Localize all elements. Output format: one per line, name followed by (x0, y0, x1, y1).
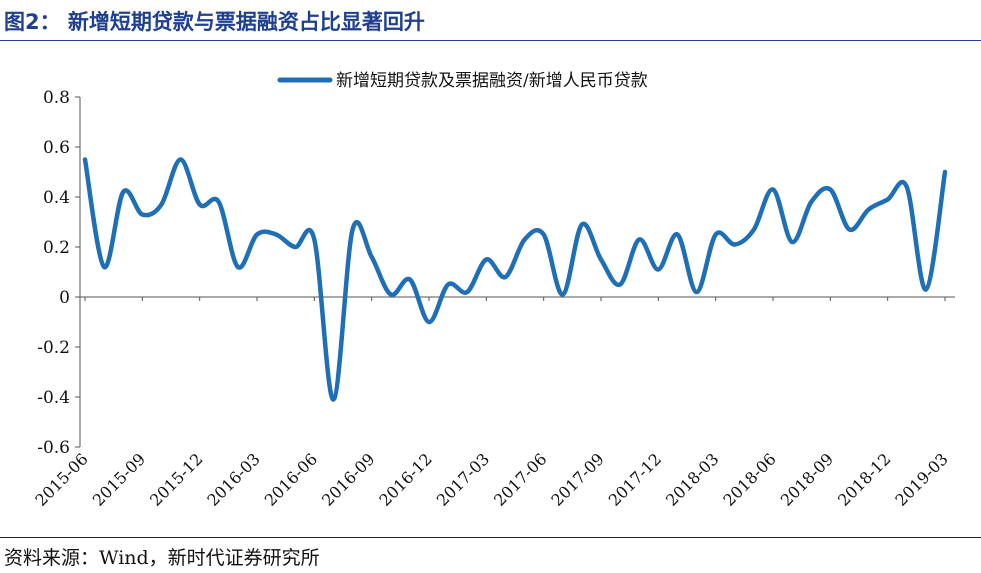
y-tick-label: 0.4 (43, 188, 70, 208)
x-tick-label: 2016-03 (203, 449, 263, 509)
title-divider (0, 40, 981, 41)
x-tick-label: 2017-09 (547, 449, 607, 509)
x-tick-label: 2017-03 (433, 449, 493, 509)
x-axis: 2015-062015-092015-122016-032016-062016-… (31, 296, 955, 510)
y-tick-label: 0.8 (43, 88, 70, 108)
x-tick-label: 2016-12 (375, 449, 435, 509)
x-tick-label: 2015-12 (146, 449, 206, 509)
x-tick-label: 2018-06 (719, 449, 779, 509)
plot-area (82, 157, 948, 402)
figure-title: 图2： 新增短期贷款与票据融资占比显著回升 (4, 10, 425, 34)
x-tick-label: 2015-09 (89, 449, 149, 509)
y-tick-label: 0 (59, 288, 70, 308)
x-tick-label: 2017-06 (490, 449, 550, 509)
y-axis: 0.8 0.6 0.4 0.2 0 -0.2 -0.4 -0.6 (37, 88, 81, 458)
source-note: 资料来源：Wind，新时代证券研究所 (4, 547, 320, 569)
x-tick-label: 2019-03 (891, 449, 951, 509)
y-tick-label: 0.6 (43, 138, 70, 158)
x-tick-label: 2015-06 (31, 449, 91, 509)
line-chart: 新增短期贷款及票据融资/新增人民币贷款 0.8 0.6 0.4 0.2 0 -0.2 -0.… (31, 71, 955, 510)
y-tick-label: -0.2 (37, 338, 70, 358)
y-tick-label: 0.2 (43, 238, 70, 258)
y-tick-label: -0.4 (37, 388, 70, 408)
x-tick-label: 2018-03 (662, 449, 722, 509)
x-tick-label: 2016-06 (261, 449, 321, 509)
chart-legend: 新增短期贷款及票据融资/新增人民币贷款 (277, 71, 648, 91)
legend-label: 新增短期贷款及票据融资/新增人民币贷款 (336, 71, 648, 91)
source-divider (0, 537, 981, 538)
x-tick-label: 2018-12 (834, 449, 894, 509)
x-tick-label: 2017-12 (605, 449, 665, 509)
y-tick-label: -0.6 (37, 438, 70, 458)
series-line (82, 157, 948, 402)
x-tick-label: 2018-09 (777, 449, 837, 509)
x-tick-label: 2016-09 (318, 449, 378, 509)
